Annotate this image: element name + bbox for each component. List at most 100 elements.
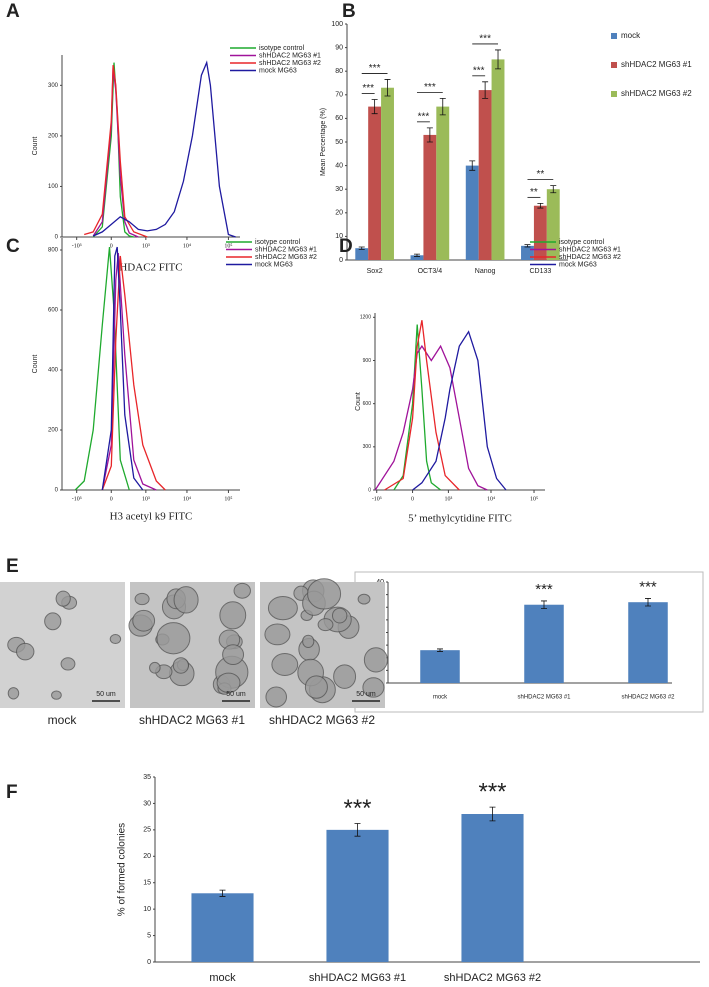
y-tick-label: 200 <box>48 428 59 434</box>
error-bar <box>550 185 557 194</box>
y-tick-label: 15 <box>143 880 151 887</box>
error-bar <box>469 160 476 171</box>
legend-label: shHDAC2 MG63 #2 <box>255 254 317 261</box>
y-tick-label: 90 <box>335 44 343 51</box>
x-tick-label: 10³ <box>444 496 452 502</box>
y-tick-label: 40 <box>335 162 343 169</box>
panel-label: A <box>6 1 20 22</box>
error-bar <box>439 97 446 116</box>
significance-label: *** <box>535 581 553 598</box>
sphere <box>156 622 191 655</box>
y-tick-label: 800 <box>48 248 59 254</box>
legend-label: shHDAC2 MG63 #1 <box>255 246 317 253</box>
y-tick-label: 0 <box>339 257 343 264</box>
panel-label: E <box>6 556 19 577</box>
bar <box>326 829 389 962</box>
y-tick-label: 600 <box>48 308 59 314</box>
micrograph-caption: shHDAC2 MG63 #2 <box>269 713 375 727</box>
bar <box>381 87 394 260</box>
legend-label: isotype control <box>259 45 305 52</box>
legend-swatch <box>611 62 617 68</box>
x-axis-label: HDAC2 FITC <box>119 262 182 274</box>
sphere <box>216 672 241 693</box>
sphere <box>271 652 299 676</box>
histogram-curve <box>384 320 460 491</box>
y-tick-label: 300 <box>48 83 59 89</box>
bar <box>478 90 492 260</box>
y-tick-label: 1200 <box>360 315 371 321</box>
legend-label: isotype control <box>559 239 605 246</box>
sphere <box>134 592 150 606</box>
x-tick-label: Nanog <box>475 268 496 275</box>
legend-label: shHDAC2 MG63 #1 <box>621 60 692 69</box>
panel-label: B <box>342 1 356 22</box>
bar <box>491 59 505 261</box>
y-tick-label: 400 <box>48 368 59 374</box>
sphere <box>60 657 76 671</box>
histogram-curve <box>101 246 144 491</box>
histogram-curve <box>412 330 507 491</box>
legend-label: shHDAC2 MG63 #2 <box>621 89 692 98</box>
y-axis-label: Count <box>32 137 39 156</box>
panel-label: C <box>6 236 20 257</box>
legend-swatch <box>611 91 617 97</box>
panel-label: D <box>339 236 353 257</box>
error-bar <box>371 99 378 115</box>
histogram-curve <box>393 324 441 491</box>
sphere <box>331 607 348 624</box>
significance-label: ** <box>536 169 544 180</box>
y-tick-label: 300 <box>363 444 372 450</box>
y-tick-label: 60 <box>335 115 343 122</box>
error-bar <box>426 127 433 143</box>
sphere <box>317 618 334 632</box>
error-bar <box>482 81 489 99</box>
bar <box>533 205 547 260</box>
significance-label: *** <box>362 83 374 94</box>
error-bar <box>524 244 531 248</box>
sphere <box>55 590 71 607</box>
histogram-curve <box>92 62 134 238</box>
y-tick-label: 0 <box>55 488 59 494</box>
panel-label: F <box>6 782 18 803</box>
sphere <box>357 593 371 605</box>
x-axis-label: 5’ methylcytidine FITC <box>408 513 512 525</box>
histogram-curve <box>374 344 488 491</box>
sphere <box>264 623 291 646</box>
y-tick-label: 5 <box>147 932 151 939</box>
y-axis-label: Count <box>355 392 362 411</box>
sphere <box>173 586 199 614</box>
y-axis-label: Mean Percentage (%) <box>320 108 327 176</box>
x-tick-label: 10⁵ <box>224 243 232 249</box>
sphere <box>7 687 20 700</box>
y-axis-label: Count <box>32 355 39 374</box>
x-tick-label: shHDAC2 MG63 #1 <box>517 695 571 701</box>
y-tick-label: 0 <box>55 235 59 241</box>
sphere <box>149 661 161 674</box>
x-tick-label: shHDAC2 MG63 #2 <box>621 695 675 701</box>
scale-bar-label: 50 um <box>356 691 376 698</box>
significance-label: *** <box>478 778 506 805</box>
y-tick-label: 20 <box>335 210 343 217</box>
error-bar <box>645 598 651 607</box>
x-tick-label: -10³ <box>72 496 82 502</box>
error-bar <box>437 648 443 652</box>
legend-label: isotype control <box>255 239 301 246</box>
histogram-curve <box>101 252 157 491</box>
significance-label: *** <box>479 34 491 45</box>
sphere <box>132 609 156 632</box>
y-tick-label: 70 <box>335 92 343 99</box>
bar <box>461 814 524 962</box>
legend-label: mock <box>621 31 641 40</box>
histogram-curve <box>92 60 236 238</box>
error-bar <box>354 823 361 837</box>
y-tick-label: 25 <box>143 827 151 834</box>
significance-label: *** <box>639 578 657 595</box>
legend-label: shHDAC2 MG63 #1 <box>259 52 321 59</box>
significance-label: ** <box>530 187 538 198</box>
sphere <box>172 657 189 674</box>
x-tick-label: 0 <box>110 496 113 502</box>
error-bar <box>358 246 365 250</box>
bar <box>465 165 479 260</box>
y-tick-label: 80 <box>335 68 343 75</box>
